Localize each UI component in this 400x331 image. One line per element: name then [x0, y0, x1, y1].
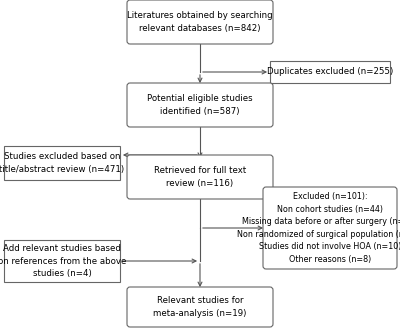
Text: Excluded (n=101):
Non cohort studies (n=44)
Missing data before or after surgery: Excluded (n=101): Non cohort studies (n=… [237, 192, 400, 264]
FancyBboxPatch shape [127, 155, 273, 199]
Text: Literatures obtained by searching
relevant databases (n=842): Literatures obtained by searching releva… [127, 11, 273, 33]
FancyBboxPatch shape [263, 187, 397, 269]
Text: Potential eligible studies
identified (n=587): Potential eligible studies identified (n… [147, 94, 253, 116]
Text: Studies excluded based on
title/abstract review (n=471): Studies excluded based on title/abstract… [0, 152, 124, 174]
FancyBboxPatch shape [270, 61, 390, 83]
FancyBboxPatch shape [4, 146, 120, 180]
Text: Relevant studies for
meta-analysis (n=19): Relevant studies for meta-analysis (n=19… [153, 296, 247, 318]
FancyBboxPatch shape [127, 0, 273, 44]
FancyBboxPatch shape [127, 287, 273, 327]
FancyBboxPatch shape [4, 240, 120, 282]
Text: Retrieved for full text
review (n=116): Retrieved for full text review (n=116) [154, 166, 246, 188]
Text: Duplicates excluded (n=255): Duplicates excluded (n=255) [267, 68, 393, 76]
Text: Add relevant studies based
on references from the above
studies (n=4): Add relevant studies based on references… [0, 244, 126, 278]
FancyBboxPatch shape [127, 83, 273, 127]
